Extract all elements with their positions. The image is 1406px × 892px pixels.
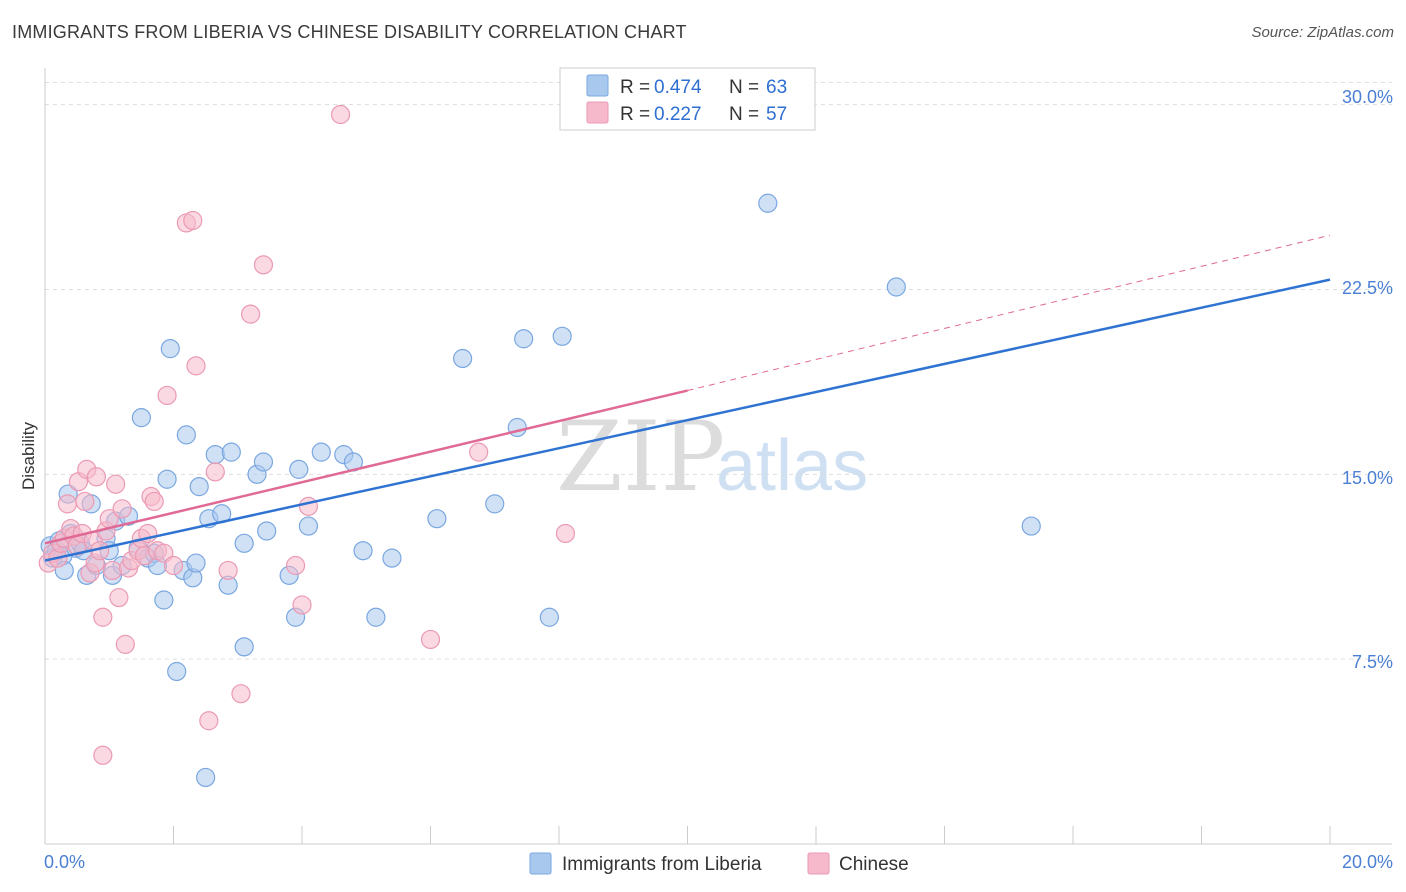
series-legend-swatch-liberia (529, 852, 552, 875)
liberia-point-47 (289, 459, 309, 479)
chinese-point-36 (157, 385, 177, 406)
watermark-atlas: atlas (716, 426, 868, 506)
liberia-trend-line (44, 278, 1331, 562)
chinese-point-18 (93, 607, 113, 627)
series-legend: Immigrants from Liberia Chinese (529, 852, 909, 875)
grid-lines (45, 81, 1392, 660)
chinese-point-21 (102, 560, 123, 581)
chinese-point-11 (75, 491, 95, 512)
x-axis-ticks (44, 826, 1331, 844)
liberia-point-27 (160, 339, 180, 359)
liberia-point-62 (758, 193, 778, 213)
legend-r-value-chinese: 0.227 (654, 104, 702, 125)
liberia-point-52 (353, 541, 373, 561)
chinese-trend-line (44, 389, 688, 545)
liberia-point-56 (453, 348, 473, 369)
chart-title: IMMIGRANTS FROM LIBERIA VS CHINESE DISAB… (12, 22, 687, 42)
liberia-point-26 (157, 469, 177, 489)
liberia-point-61 (552, 326, 572, 346)
liberia-point-32 (186, 553, 206, 573)
liberia-point-55 (427, 509, 447, 529)
legend-n-label-liberia: N = (729, 77, 759, 98)
chinese-point-46 (253, 255, 274, 275)
chinese-point-16 (86, 467, 107, 487)
chinese-point-42 (205, 462, 225, 482)
liberia-point-39 (221, 442, 241, 462)
liberia-point-30 (176, 425, 196, 445)
liberia-point-34 (196, 767, 216, 788)
legend-r-label-chinese: R = (620, 104, 650, 125)
chinese-point-54 (93, 745, 113, 765)
y-tick-label-7-5: 7.5% (1352, 652, 1393, 672)
chinese-point-47 (285, 555, 306, 576)
legend-r-label-liberia: R = (620, 77, 650, 98)
liberia-point-57 (485, 494, 505, 514)
chinese-point-50 (330, 104, 351, 125)
series-legend-swatch-chinese (807, 852, 830, 875)
watermark-zip: ZIP (556, 401, 725, 513)
chinese-point-33 (144, 491, 164, 512)
trend-lines (44, 234, 1331, 562)
liberia-point-54 (382, 548, 402, 568)
chinese-point-44 (231, 684, 251, 704)
legend-swatch-liberia (586, 74, 609, 97)
chinese-point-51 (420, 629, 441, 650)
chinese-point-53 (555, 523, 576, 544)
y-axis-title: Disability (19, 421, 38, 490)
liberia-point-60 (539, 607, 559, 627)
liberia-point-40 (234, 637, 254, 657)
y-tick-label-30: 30.0% (1342, 87, 1393, 107)
chinese-point-22 (106, 474, 126, 494)
liberia-point-48 (298, 516, 319, 536)
y-tick-label-15: 15.0% (1342, 468, 1393, 488)
legend-n-value-chinese: 57 (766, 104, 787, 125)
liberia-point-36 (205, 445, 225, 465)
y-tick-labels: 7.5% 15.0% 22.5% 30.0% (1342, 87, 1393, 672)
chinese-point-40 (186, 356, 206, 376)
legend-n-value-liberia: 63 (766, 77, 787, 98)
chinese-point-49 (298, 496, 319, 516)
y-tick-label-22-5: 22.5% (1342, 278, 1393, 298)
legend-n-label-chinese: N = (729, 104, 759, 125)
series-legend-label-chinese: Chinese (839, 854, 909, 875)
chinese-point-43 (218, 560, 238, 581)
liberia-point-43 (253, 452, 274, 472)
liberia-point-21 (131, 408, 151, 428)
stats-legend: R = 0.474 N = 63 R = 0.227 N = 57 (559, 67, 816, 131)
chinese-point-24 (112, 499, 132, 519)
liberia-point-64 (1021, 516, 1041, 536)
chinese-point-48 (292, 595, 312, 615)
liberia-point-44 (257, 521, 277, 541)
chinese-point-37 (163, 555, 184, 576)
legend-r-value-liberia: 0.474 (654, 77, 702, 98)
chinese-point-5 (57, 494, 78, 514)
chinese-point-25 (115, 634, 135, 654)
chinese-point-41 (199, 711, 219, 731)
liberia-point-25 (154, 590, 174, 610)
x-tick-label-min: 0.0% (44, 852, 85, 872)
legend-swatch-chinese (586, 101, 609, 124)
chinese-point-39 (183, 210, 203, 231)
liberia-point-53 (366, 607, 386, 627)
liberia-point-63 (886, 277, 906, 297)
liberia-point-49 (311, 442, 331, 462)
x-tick-label-max: 20.0% (1342, 852, 1393, 872)
chinese-trend-extension (687, 234, 1331, 392)
watermark: ZIP atlas (556, 401, 868, 513)
liberia-point-33 (189, 477, 209, 497)
source-label: Source: ZipAtlas.com (1251, 24, 1394, 41)
chinese-point-23 (109, 587, 129, 608)
liberia-point-59 (514, 329, 534, 349)
chinese-point-45 (241, 304, 261, 324)
liberia-point-41 (234, 533, 254, 553)
data-points (38, 104, 1041, 788)
liberia-point-28 (167, 661, 187, 682)
chinese-point-52 (469, 442, 489, 462)
series-legend-label-liberia: Immigrants from Liberia (562, 854, 762, 875)
